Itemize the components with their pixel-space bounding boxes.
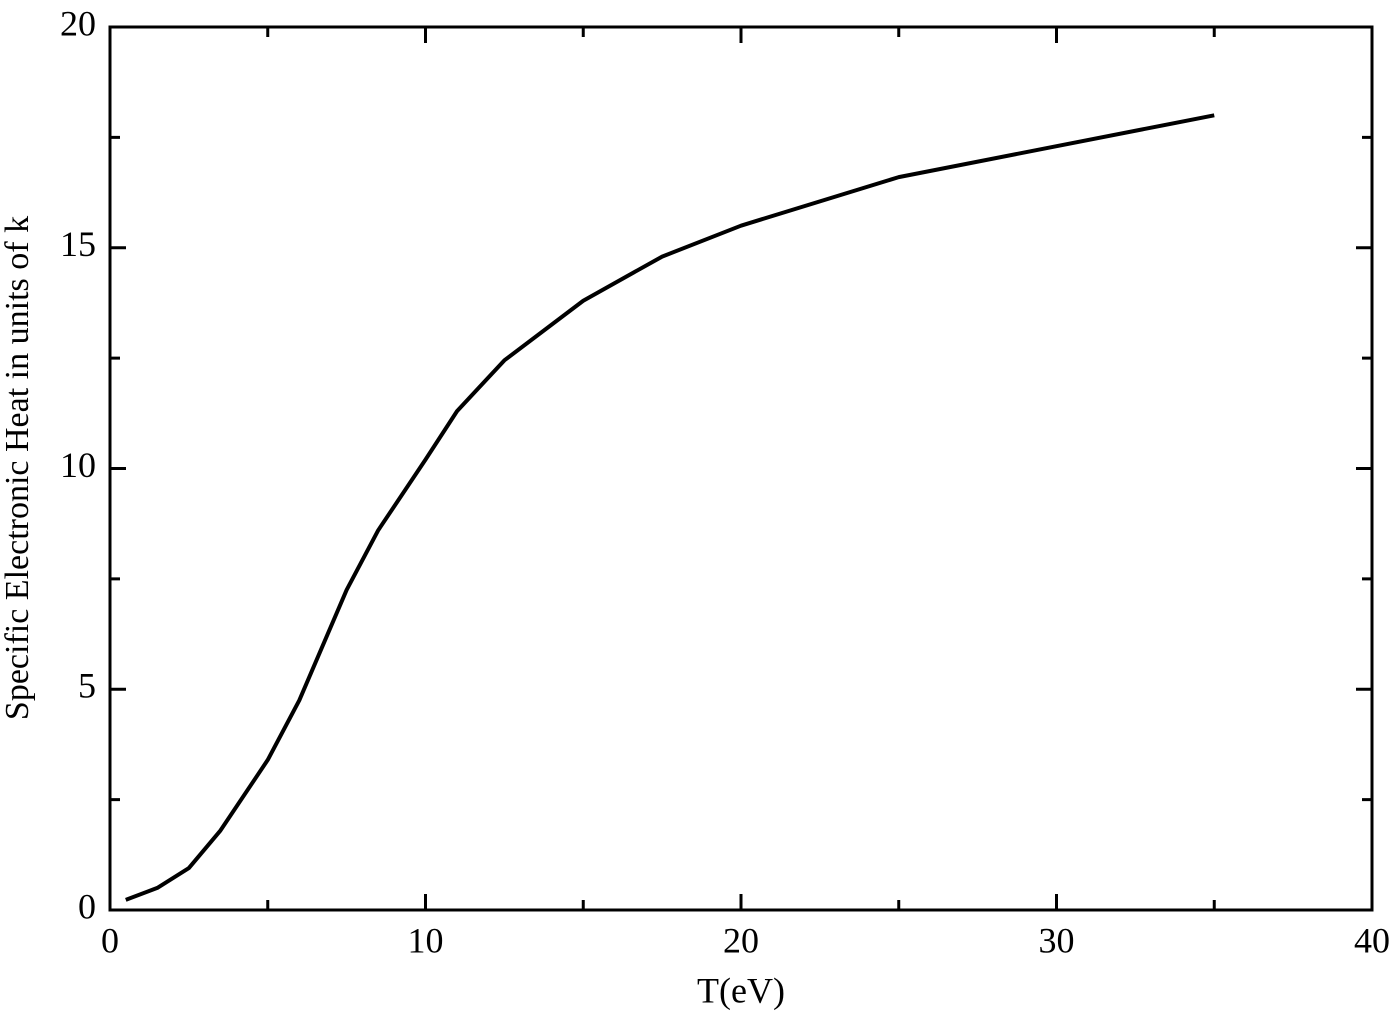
x-tick-label: 0 (101, 920, 119, 960)
x-tick-label: 40 (1354, 920, 1390, 960)
x-tick-label: 10 (408, 920, 444, 960)
y-tick-label: 5 (78, 666, 96, 706)
x-tick-label: 30 (1039, 920, 1075, 960)
y-tick-label: 15 (60, 224, 96, 264)
y-axis-label: Specific Electronic Heat in units of k (0, 216, 36, 720)
y-tick-label: 10 (60, 445, 96, 485)
x-axis-label: T(eV) (697, 970, 785, 1010)
x-tick-label: 20 (723, 920, 759, 960)
y-tick-label: 20 (60, 3, 96, 43)
plot-frame (108, 25, 1374, 912)
y-tick-label: 0 (78, 886, 96, 926)
data-line (125, 113, 1215, 902)
